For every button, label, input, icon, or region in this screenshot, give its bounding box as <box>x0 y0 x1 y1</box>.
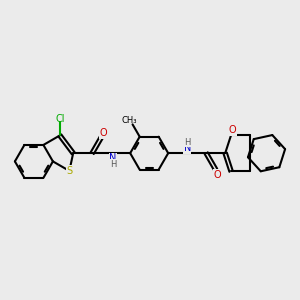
Text: O: O <box>213 169 221 180</box>
Text: O: O <box>99 128 107 138</box>
Text: CH₃: CH₃ <box>122 116 137 125</box>
Text: N: N <box>184 143 191 153</box>
Text: S: S <box>67 166 73 176</box>
Text: N: N <box>110 153 117 163</box>
Text: Cl: Cl <box>55 114 64 124</box>
Text: H: H <box>184 138 190 147</box>
Text: O: O <box>229 125 236 135</box>
Text: H: H <box>110 160 116 169</box>
